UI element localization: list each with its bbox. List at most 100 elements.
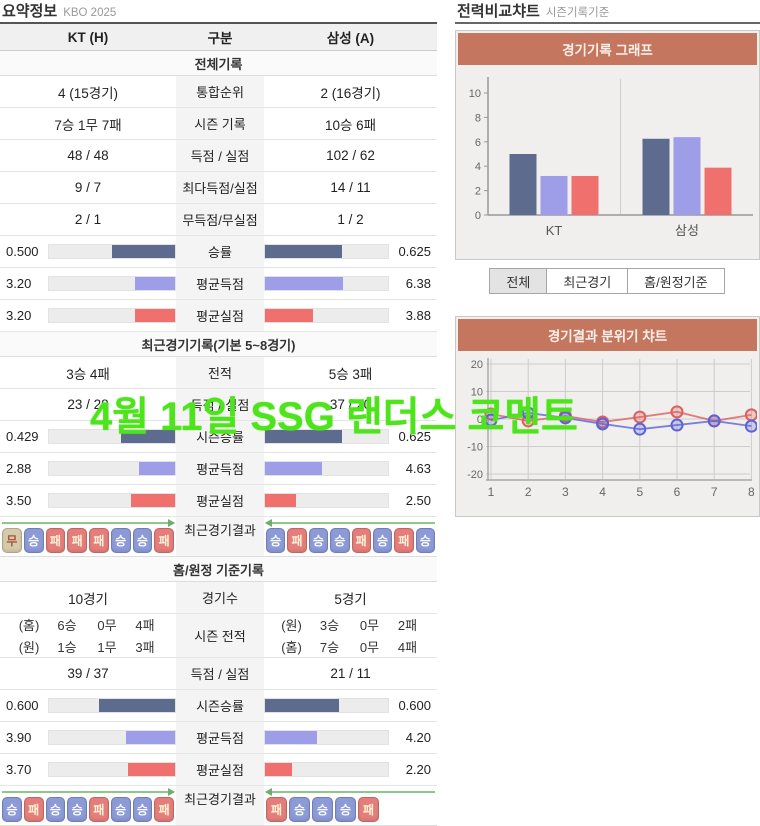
table-row: 3.20 평균실점 3.88: [0, 300, 437, 332]
chart-column: 전력비교챠트 시즌기록기준 경기기록 그래프 0 2 4 6 8 10 KT 삼성 전체 최근경…: [455, 0, 760, 517]
home-cell: 23 / 28: [67, 397, 109, 412]
table-row: 23 / 28 득점 / 실점 37 / 20: [0, 389, 437, 421]
stat-value: 3.50: [6, 493, 32, 508]
summary-title-row: 요약정보 KBO 2025: [0, 0, 437, 22]
bar-chart: 0 2 4 6 8 10 KT 삼성: [469, 77, 753, 238]
away-cell: 2.50: [264, 485, 437, 516]
result-badge: 승: [110, 528, 131, 553]
svg-text:1: 1: [488, 485, 495, 499]
away-cell: 6.38: [264, 268, 437, 299]
stat-bar-fill: [112, 245, 175, 258]
home-cell: 4 (15경기): [57, 85, 119, 101]
record-token: (원): [281, 618, 302, 633]
result-badge: 패: [67, 528, 87, 553]
away-cell: 5경기: [334, 591, 367, 607]
home-cell: 48 / 48: [67, 148, 109, 163]
chart-mode-tab[interactable]: 최근경기: [546, 268, 629, 294]
result-badge: 승: [45, 797, 66, 822]
table-row: 3승 4패 전적 5승 3패: [0, 357, 437, 389]
summary-subtitle: KBO 2025: [63, 7, 117, 19]
stat-value: 6.38: [405, 276, 431, 291]
row-label: 득점 / 실점: [176, 658, 264, 689]
mood-point: [670, 405, 684, 419]
row-label: 평균득점: [176, 268, 264, 299]
stat-bar-track: [264, 730, 389, 745]
bar-category-label: 삼성: [675, 223, 699, 238]
row-label: 득점 / 실점: [176, 140, 264, 171]
svg-text:-20: -20: [467, 469, 483, 481]
record-token: 7승: [319, 640, 340, 655]
chart-mode-tab[interactable]: 전체: [489, 268, 548, 294]
away-cell: 10승 6패: [324, 117, 377, 133]
svg-text:10: 10: [471, 387, 483, 399]
record-token: 6승: [57, 618, 77, 633]
chart-column-title: 전력비교챠트: [457, 3, 540, 20]
stat-value: 0.600: [6, 698, 39, 713]
bar-삼성-series2: [704, 167, 732, 215]
result-badge: 패: [154, 528, 174, 553]
record-token: 2패: [397, 618, 418, 633]
table-row: 48 / 48 득점 / 실점 102 / 62: [0, 140, 437, 172]
bar-삼성-series0: [642, 138, 670, 215]
away-cell: 37 / 20: [329, 397, 372, 412]
home-cell: 7승 1무 7패: [54, 117, 122, 133]
bar-삼성-series1: [673, 137, 701, 215]
away-cell: 1 / 2: [337, 212, 364, 227]
mood-point: [707, 414, 721, 428]
stat-value: 3.90: [6, 730, 32, 745]
section-header: 최근경기기록(기본 5~8경기): [0, 332, 437, 357]
stat-value: 0.500: [6, 244, 39, 259]
result-badge: 승: [312, 797, 333, 822]
away-cell: 0.625: [264, 421, 437, 452]
stat-bar-fill: [265, 245, 342, 258]
bar-KT-series1: [540, 175, 568, 215]
table-row: 2.88 평균득점 4.63: [0, 453, 437, 485]
result-badge: 승: [2, 797, 22, 822]
chart-mode-tab[interactable]: 홈/원정기준: [627, 268, 725, 294]
table-row: 3.70 평균실점 2.20: [0, 754, 437, 786]
stat-bar-fill: [125, 731, 175, 744]
col-header-away-team: 삼성 (A): [326, 31, 375, 46]
bar-KT-series0: [509, 154, 537, 215]
result-badge: 승: [372, 528, 393, 553]
stat-value: 0.625: [398, 429, 431, 444]
chart-title-row: 전력비교챠트 시즌기록기준: [455, 0, 760, 22]
record-token: 3패: [135, 640, 155, 655]
home-cell: 0.500: [0, 236, 176, 267]
svg-text:4: 4: [599, 485, 606, 499]
row-label: 평균득점: [176, 722, 264, 753]
summary-table: KT (H) 구분 삼성 (A) 전체기록 4 (15경기) 통합순위 2 (16경기…: [0, 22, 437, 826]
stat-bar-track: [48, 698, 176, 713]
stat-bar-fill: [134, 309, 175, 322]
away-cell: (원) 3승 0무 2패 (홈) 7승 0무 4패: [264, 614, 437, 657]
result-badge: 승: [308, 528, 329, 553]
row-label: 시즌 기록: [176, 108, 264, 139]
record-token: (홈): [281, 640, 302, 655]
row-label: 시즌승률: [176, 421, 264, 452]
result-badge: 패: [23, 797, 44, 822]
svg-text:2: 2: [475, 186, 481, 198]
result-badge: 패: [351, 528, 371, 553]
mood-point: [744, 408, 757, 422]
home-cell: 3.50: [0, 485, 176, 516]
mood-point: [670, 418, 684, 432]
home-cell: 3.20: [0, 268, 176, 299]
bar-KT-series2: [571, 175, 599, 215]
stat-bar-track: [48, 461, 176, 476]
away-cell: 4.63: [264, 453, 437, 484]
record-token: (원): [18, 640, 40, 655]
home-cell: 3.70: [0, 754, 176, 785]
row-label: 무득점/무실점: [176, 204, 264, 235]
overlay-comment: 4월 11일 SSG 랜더스 코멘트: [90, 395, 578, 439]
svg-text:10: 10: [469, 88, 481, 100]
away-cell: 14 / 11: [330, 180, 371, 195]
table-row: 9 / 7 최다득점/실점 14 / 11: [0, 172, 437, 204]
svg-text:2: 2: [525, 485, 532, 499]
chart-column-subtitle: 시즌기록기준: [545, 7, 610, 19]
line-chart-panel: 경기결과 분위기 챠트 1 2 3 4 5 6 7 8 -20 -10 0 10 20: [455, 316, 760, 517]
svg-text:5: 5: [636, 485, 643, 499]
bar-chart-panel: 경기기록 그래프 0 2 4 6 8 10 KT 삼성: [455, 30, 760, 260]
